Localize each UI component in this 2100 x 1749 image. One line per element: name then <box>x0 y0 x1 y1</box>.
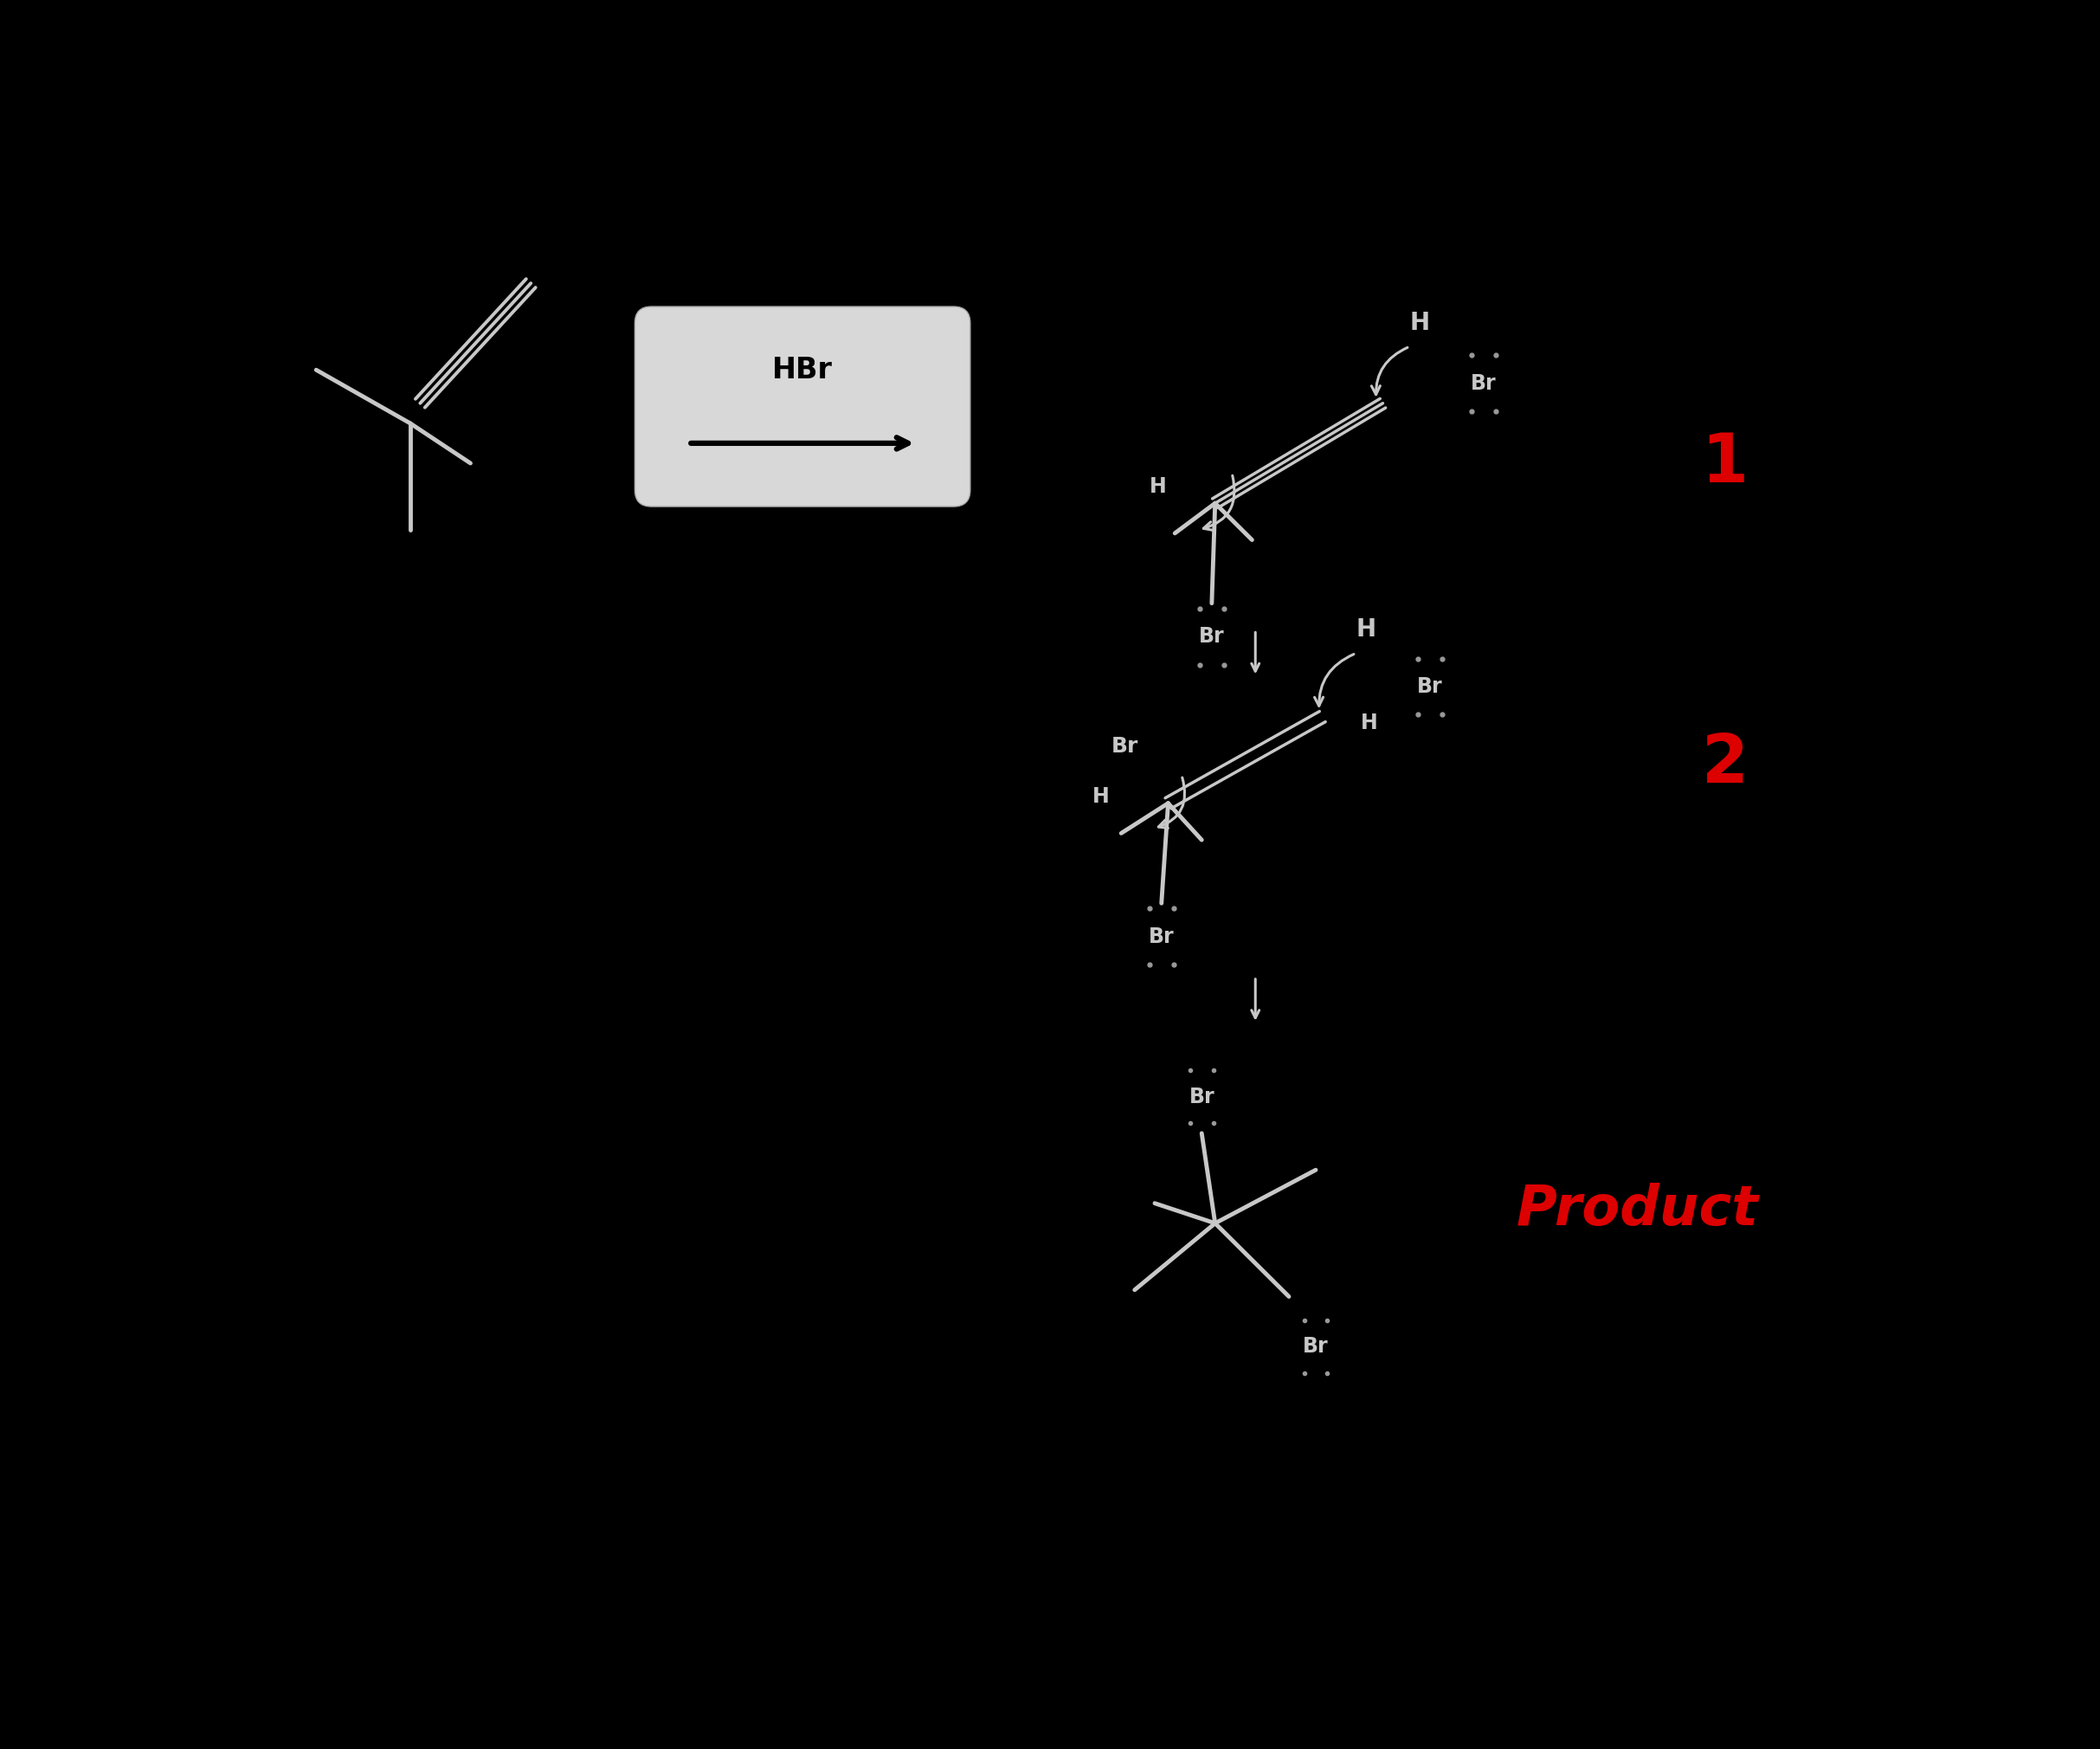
Text: H: H <box>1357 617 1376 642</box>
Text: Br: Br <box>1199 626 1224 647</box>
Text: Br: Br <box>1149 927 1174 946</box>
Text: Br: Br <box>1111 736 1138 757</box>
Text: 1: 1 <box>1701 430 1749 497</box>
Text: HBr: HBr <box>773 355 834 385</box>
Text: Product: Product <box>1516 1182 1760 1237</box>
Text: Br: Br <box>1189 1086 1214 1107</box>
Text: 2: 2 <box>1701 731 1749 796</box>
FancyBboxPatch shape <box>634 306 970 507</box>
Text: H: H <box>1092 787 1109 806</box>
Text: H: H <box>1149 476 1168 497</box>
Text: Br: Br <box>1418 677 1443 696</box>
Text: Br: Br <box>1302 1336 1329 1357</box>
Text: Br: Br <box>1470 373 1497 394</box>
Text: H: H <box>1361 714 1378 733</box>
Text: H: H <box>1409 311 1430 336</box>
